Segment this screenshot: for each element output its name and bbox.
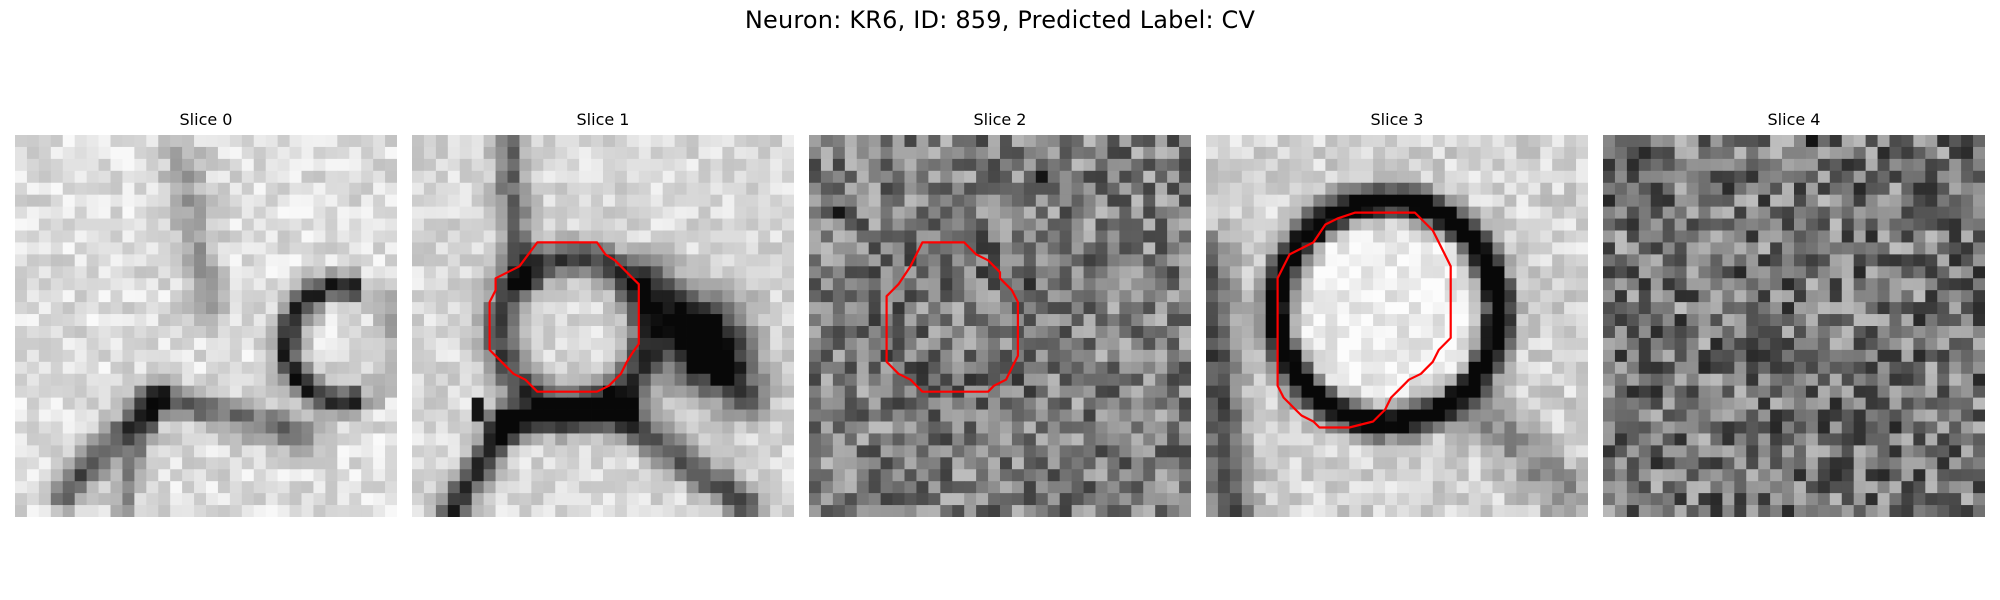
slice-panel-0: Slice 0 <box>15 108 397 517</box>
slice-title: Slice 3 <box>1370 110 1424 129</box>
slice-image <box>1603 135 1985 517</box>
slice-panel-1: Slice 1 <box>412 108 794 517</box>
slice-title: Slice 4 <box>1767 110 1821 129</box>
segmentation-contour <box>885 241 1019 393</box>
slice-title: Slice 1 <box>576 110 630 129</box>
segmentation-contour <box>1276 211 1452 429</box>
slice-panel-4: Slice 4 <box>1603 108 1985 517</box>
segmentation-contour <box>488 241 640 393</box>
slice-image <box>1206 135 1588 517</box>
figure-title: Neuron: KR6, ID: 859, Predicted Label: C… <box>744 6 1256 34</box>
slice-image <box>809 135 1191 517</box>
slice-title: Slice 2 <box>973 110 1027 129</box>
slice-image <box>15 135 397 517</box>
slice-panel-2: Slice 2 <box>809 108 1191 517</box>
slice-image <box>412 135 794 517</box>
slice-title: Slice 0 <box>179 110 233 129</box>
slice-panel-3: Slice 3 <box>1206 108 1588 517</box>
